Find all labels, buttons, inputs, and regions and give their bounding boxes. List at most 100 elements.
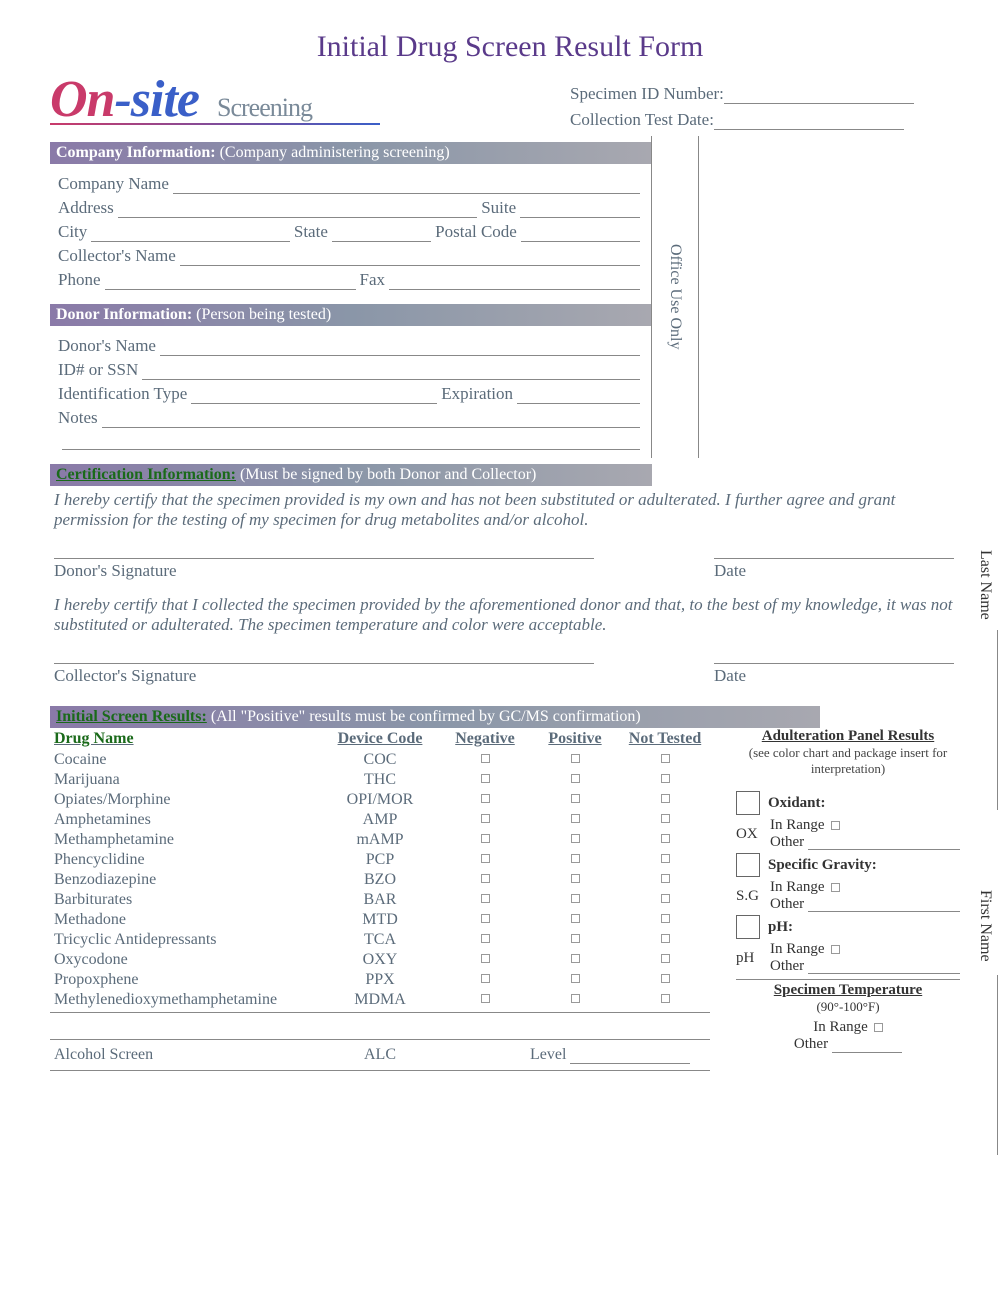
- temp-inrange-checkbox[interactable]: [874, 1023, 883, 1032]
- adult-other-field[interactable]: [808, 836, 960, 850]
- nt-checkbox[interactable]: [661, 974, 670, 983]
- drug-code: MTD: [320, 910, 440, 930]
- temp-other-field[interactable]: [832, 1039, 902, 1053]
- collector-date-label: Date: [714, 663, 954, 686]
- donor-form: Donor's Name ID# or SSN Identification T…: [50, 326, 652, 458]
- adult-color-box[interactable]: [736, 791, 760, 815]
- neg-checkbox[interactable]: [481, 994, 490, 1003]
- neg-checkbox[interactable]: [481, 834, 490, 843]
- drug-row: BarbituratesBAR: [50, 890, 710, 910]
- drug-row: PhencyclidinePCP: [50, 850, 710, 870]
- pos-checkbox[interactable]: [571, 754, 580, 763]
- side-last-line[interactable]: [997, 630, 998, 810]
- city-field[interactable]: [91, 224, 290, 242]
- pos-checkbox[interactable]: [571, 934, 580, 943]
- adult-color-box[interactable]: [736, 853, 760, 877]
- suite-field[interactable]: [520, 200, 640, 218]
- neg-checkbox[interactable]: [481, 814, 490, 823]
- neg-checkbox[interactable]: [481, 874, 490, 883]
- notes-field-2[interactable]: [62, 432, 640, 450]
- neg-checkbox[interactable]: [481, 794, 490, 803]
- adult-other: Other: [770, 958, 804, 975]
- adult-title: Specific Gravity:: [768, 857, 877, 873]
- neg-checkbox[interactable]: [481, 754, 490, 763]
- nt-checkbox[interactable]: [661, 754, 670, 763]
- drug-name: Benzodiazepine: [50, 870, 320, 890]
- neg-checkbox[interactable]: [481, 854, 490, 863]
- left-body: Company Information: (Company administer…: [50, 136, 652, 458]
- donor-id-label: ID# or SSN: [58, 360, 138, 380]
- adult-other-field[interactable]: [808, 960, 960, 974]
- adult-inrange-checkbox[interactable]: [831, 945, 840, 954]
- neg-checkbox[interactable]: [481, 774, 490, 783]
- pos-checkbox[interactable]: [571, 954, 580, 963]
- donor-header-sub: (Person being tested): [196, 306, 331, 323]
- specimen-temp: Specimen Temperature (90°-100°F) In Rang…: [736, 979, 960, 1053]
- pos-checkbox[interactable]: [571, 874, 580, 883]
- pos-checkbox[interactable]: [571, 914, 580, 923]
- nt-checkbox[interactable]: [661, 854, 670, 863]
- neg-checkbox[interactable]: [481, 914, 490, 923]
- fax-field[interactable]: [389, 272, 640, 290]
- logo-site: -site: [114, 71, 199, 128]
- collector-field[interactable]: [180, 248, 640, 266]
- pos-checkbox[interactable]: [571, 774, 580, 783]
- alc-level-label: Level: [530, 1046, 566, 1064]
- adult-color-box[interactable]: [736, 915, 760, 939]
- drug-name: Oxycodone: [50, 950, 320, 970]
- drug-code: TCA: [320, 930, 440, 950]
- drug-row: OxycodoneOXY: [50, 950, 710, 970]
- nt-checkbox[interactable]: [661, 994, 670, 1003]
- company-header-sub: (Company administering screening): [220, 144, 450, 161]
- specimen-id-field[interactable]: [724, 103, 914, 104]
- collection-date-field[interactable]: [714, 129, 904, 130]
- nt-checkbox[interactable]: [661, 794, 670, 803]
- company-name-field[interactable]: [173, 176, 640, 194]
- adult-title: Oxidant:: [768, 795, 826, 811]
- donor-id-field[interactable]: [142, 362, 640, 380]
- nt-checkbox[interactable]: [661, 814, 670, 823]
- logo-on: On: [50, 71, 114, 128]
- pos-checkbox[interactable]: [571, 854, 580, 863]
- exp-field[interactable]: [517, 386, 640, 404]
- idtype-field[interactable]: [191, 386, 437, 404]
- adult-inrange-checkbox[interactable]: [831, 821, 840, 830]
- neg-checkbox[interactable]: [481, 974, 490, 983]
- pos-checkbox[interactable]: [571, 834, 580, 843]
- adult-code: OX: [736, 826, 770, 843]
- nt-checkbox[interactable]: [661, 954, 670, 963]
- nt-checkbox[interactable]: [661, 834, 670, 843]
- nt-checkbox[interactable]: [661, 914, 670, 923]
- alc-level-field[interactable]: [570, 1048, 690, 1064]
- neg-checkbox[interactable]: [481, 934, 490, 943]
- nt-checkbox[interactable]: [661, 874, 670, 883]
- drug-row: CocaineCOC: [50, 750, 710, 770]
- nt-checkbox[interactable]: [661, 934, 670, 943]
- state-field[interactable]: [332, 224, 431, 242]
- side-first-line[interactable]: [997, 975, 998, 1155]
- adult-item: Specific Gravity:S.GIn RangeOther: [736, 853, 960, 913]
- neg-checkbox[interactable]: [481, 894, 490, 903]
- adult-other: Other: [770, 834, 804, 851]
- neg-checkbox[interactable]: [481, 954, 490, 963]
- pos-checkbox[interactable]: [571, 814, 580, 823]
- pos-checkbox[interactable]: [571, 974, 580, 983]
- adult-inrange-checkbox[interactable]: [831, 883, 840, 892]
- pos-checkbox[interactable]: [571, 794, 580, 803]
- notes-field[interactable]: [102, 410, 640, 428]
- drug-row: MethamphetaminemAMP: [50, 830, 710, 850]
- nt-checkbox[interactable]: [661, 894, 670, 903]
- nt-checkbox[interactable]: [661, 774, 670, 783]
- address-field[interactable]: [118, 200, 478, 218]
- drug-name: Propoxphene: [50, 970, 320, 990]
- pos-checkbox[interactable]: [571, 994, 580, 1003]
- phone-field[interactable]: [105, 272, 356, 290]
- adult-other-field[interactable]: [808, 898, 960, 912]
- pos-checkbox[interactable]: [571, 894, 580, 903]
- postal-field[interactable]: [521, 224, 640, 242]
- results-bar: Initial Screen Results: (All "Positive" …: [50, 706, 820, 728]
- notes-label: Notes: [58, 408, 98, 428]
- spec-temp-header: Specimen Temperature: [736, 982, 960, 999]
- donor-name-field[interactable]: [160, 338, 640, 356]
- alc-code: ALC: [320, 1046, 440, 1064]
